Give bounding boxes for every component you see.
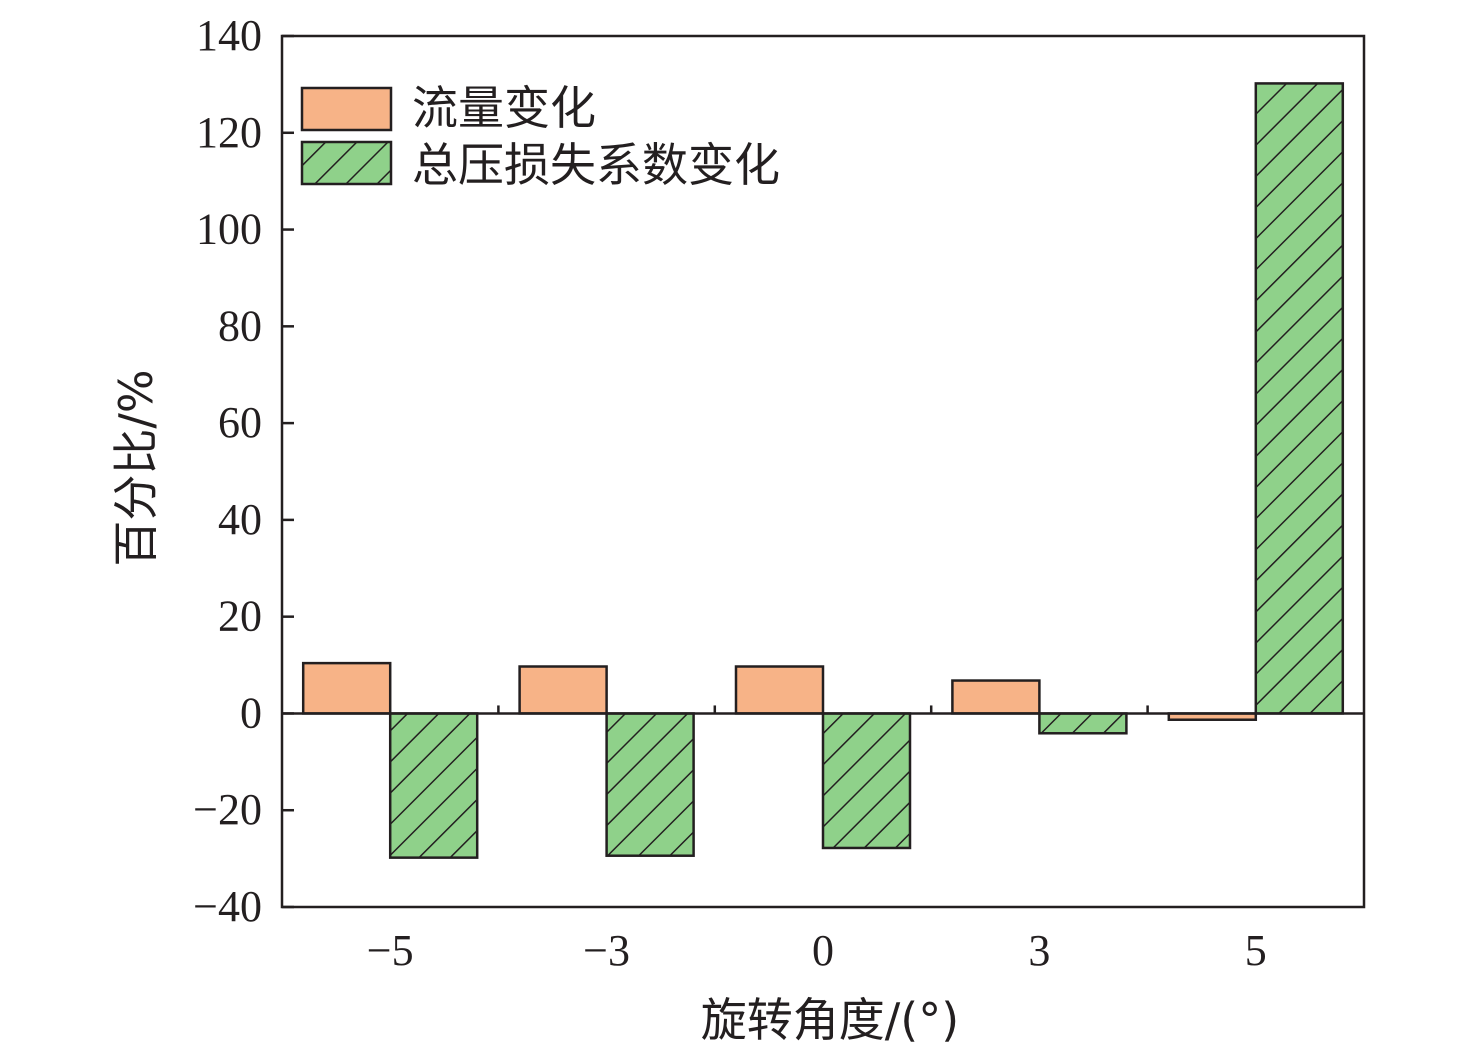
y-tick-label: −20 xyxy=(193,785,262,834)
y-tick-label: 100 xyxy=(196,205,262,254)
bar-series1-3 xyxy=(951,679,1041,715)
bar-series2-2 xyxy=(821,712,912,850)
y-axis-title: 百分比/% xyxy=(109,369,163,566)
y-tick-label: 60 xyxy=(218,398,262,447)
y-tick-label: 120 xyxy=(196,108,262,157)
bar-series2-3 xyxy=(1038,712,1128,735)
bar-series2-4 xyxy=(1254,82,1345,715)
y-tick-label: 40 xyxy=(218,495,262,544)
y-tick-label: 140 xyxy=(196,11,262,60)
x-tick-label: 5 xyxy=(1245,926,1267,975)
axes-group: −40 −20 0 20 40 60 80 100 120 140 −5 −3 0 3 5 xyxy=(193,11,1366,975)
plot-frame xyxy=(280,34,1366,909)
x-tick-label: 3 xyxy=(1028,926,1050,975)
legend-label-flow: 流量变化 xyxy=(412,81,596,135)
bar-series1-0 xyxy=(301,661,392,715)
bars-group xyxy=(301,82,1345,859)
legend: 流量变化 总压损失系数变化 xyxy=(300,81,780,192)
x-tick-label: 0 xyxy=(812,926,834,975)
legend-swatch-loss xyxy=(300,140,393,186)
bar-series2-1 xyxy=(605,712,695,857)
y-tick-label: 20 xyxy=(218,592,262,641)
x-tick-label: −5 xyxy=(367,926,414,975)
y-tick-label: 0 xyxy=(240,688,262,737)
y-tick-label: 80 xyxy=(218,301,262,350)
bar-series1-2 xyxy=(734,665,825,715)
y-tick-label: −40 xyxy=(193,882,262,931)
legend-swatch-flow xyxy=(300,86,393,132)
x-tick-label: −3 xyxy=(583,926,630,975)
legend-label-loss: 总压损失系数变化 xyxy=(412,138,780,192)
x-axis-title: 旋转角度/(°) xyxy=(701,993,959,1047)
bar-series2-0 xyxy=(388,712,479,859)
bar-series1-1 xyxy=(518,665,608,715)
